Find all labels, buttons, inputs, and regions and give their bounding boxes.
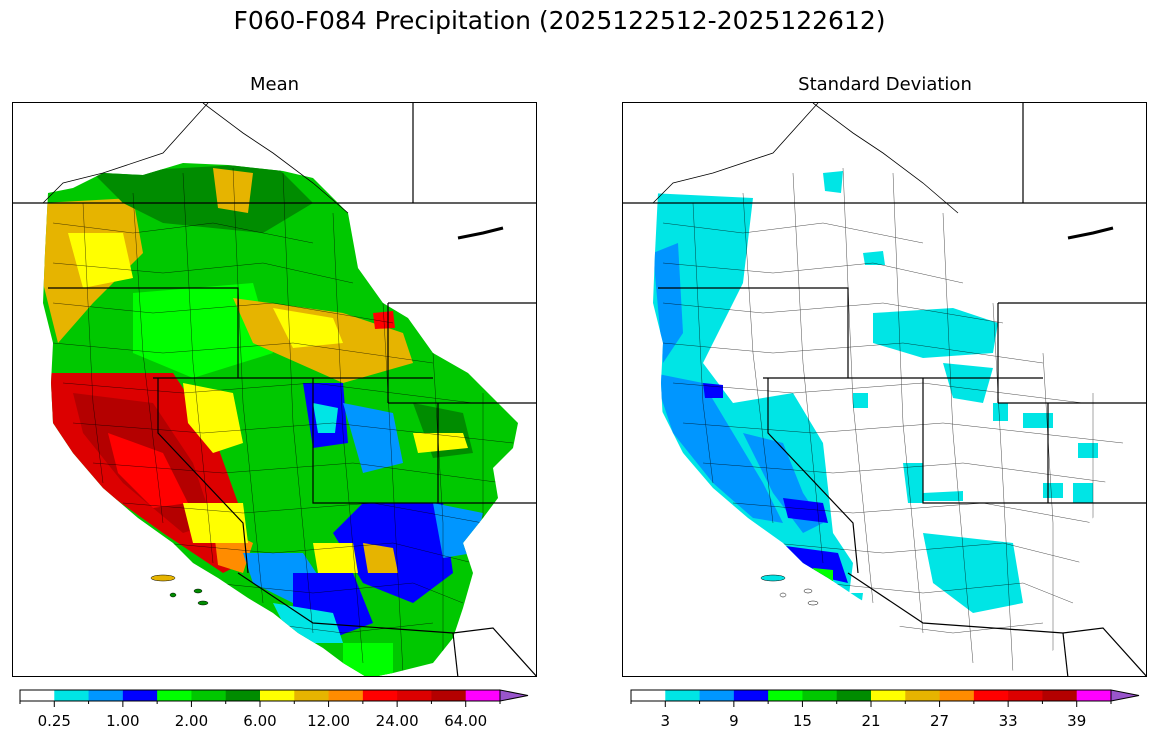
mean-tick-label: 64.00 xyxy=(444,712,488,730)
stddev-colorbar-extend xyxy=(1110,689,1140,702)
mean-colorbar-swatch xyxy=(191,690,227,701)
stddev-colorbar xyxy=(630,689,1140,707)
stddev-tick-label: 33 xyxy=(998,712,1018,730)
stddev-colorbar-swatch xyxy=(836,690,872,701)
mean-colorbar-swatch xyxy=(465,690,501,701)
mean-colorbar xyxy=(19,689,529,707)
mean-colorbar-swatch xyxy=(88,690,124,701)
stddev-colorbar-swatch xyxy=(665,690,701,701)
stddev-tick-label: 27 xyxy=(930,712,950,730)
mean-map xyxy=(12,102,537,677)
stddev-borders xyxy=(623,103,1146,676)
mean-colorbar-swatch xyxy=(122,690,158,701)
stddev-tick-label: 15 xyxy=(792,712,812,730)
mean-islands xyxy=(150,574,209,606)
mean-tick-label: 24.00 xyxy=(375,712,419,730)
mean-tick-label: 2.00 xyxy=(174,712,209,730)
stddev-colorbar-swatch xyxy=(1076,690,1112,701)
figure-title: F060-F084 Precipitation (2025122512-2025… xyxy=(233,6,886,35)
stddev-tick-label: 39 xyxy=(1067,712,1087,730)
mean-colorbar-swatch xyxy=(294,690,330,701)
stddev-basin-lines xyxy=(662,167,1124,674)
stddev-panel-title: Standard Deviation xyxy=(798,74,972,95)
stddev-colorbar-swatch xyxy=(905,690,941,701)
stddev-map-svg xyxy=(623,103,1146,676)
mean-colorbar-swatch xyxy=(225,690,261,701)
stddev-basin-fill xyxy=(653,163,1128,676)
stddev-colorbar-swatch xyxy=(1008,690,1043,701)
mean-tick-label: 1.00 xyxy=(106,712,140,730)
mean-panel-title: Mean xyxy=(249,74,300,95)
stddev-islands xyxy=(760,574,819,606)
stddev-colorbar-swatch xyxy=(1042,690,1078,701)
stddev-tick-label: 3 xyxy=(660,712,671,730)
mean-tick-label: 12.00 xyxy=(307,712,351,730)
stddev-colorbar-swatch xyxy=(939,690,975,701)
mean-colorbar-swatch xyxy=(260,690,295,701)
stddev-colorbar-swatch xyxy=(631,690,666,701)
mean-tick-label: 0.25 xyxy=(37,712,71,730)
mean-colorbar-extend xyxy=(499,689,529,702)
stddev-colorbar-swatch xyxy=(871,690,906,701)
mean-colorbar-swatch xyxy=(362,690,398,701)
mean-colorbar-swatch xyxy=(397,690,432,701)
stddev-colorbar-swatch xyxy=(699,690,735,701)
stddev-colorbar-swatch xyxy=(973,690,1009,701)
stddev-colorbar-swatch xyxy=(802,690,838,701)
mean-tick-label: 6.00 xyxy=(243,712,277,730)
mean-colorbar-swatch xyxy=(328,690,364,701)
mean-colorbar-swatch xyxy=(157,690,192,701)
stddev-tick-label: 9 xyxy=(729,712,739,730)
mean-basin-fill xyxy=(43,163,518,676)
stddev-map xyxy=(622,102,1147,677)
mean-colorbar-swatch xyxy=(431,690,467,701)
stddev-colorbar-swatch xyxy=(733,690,769,701)
stddev-tick-label: 21 xyxy=(861,712,881,730)
mean-borders xyxy=(13,103,536,676)
mean-map-svg xyxy=(13,103,536,676)
mean-colorbar-swatch xyxy=(54,690,90,701)
mean-colorbar-swatch xyxy=(20,690,55,701)
stddev-colorbar-swatch xyxy=(768,690,803,701)
